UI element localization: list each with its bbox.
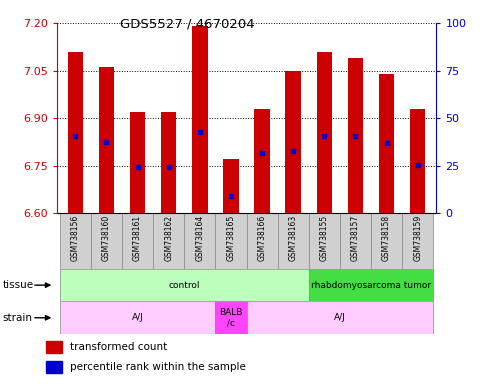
FancyBboxPatch shape	[371, 213, 402, 269]
FancyBboxPatch shape	[215, 213, 246, 269]
Text: GSM738159: GSM738159	[413, 215, 422, 261]
Text: transformed count: transformed count	[70, 342, 167, 352]
Text: control: control	[169, 281, 200, 290]
Bar	[410, 109, 425, 213]
FancyBboxPatch shape	[402, 213, 433, 269]
FancyBboxPatch shape	[246, 301, 433, 334]
FancyBboxPatch shape	[184, 213, 215, 269]
Text: tissue: tissue	[2, 280, 34, 290]
Text: A/J: A/J	[132, 313, 143, 322]
Bar	[379, 74, 394, 213]
Bar	[348, 58, 363, 213]
Text: GDS5527 / 4670204: GDS5527 / 4670204	[120, 17, 255, 30]
Bar	[130, 112, 145, 213]
Bar	[285, 71, 301, 213]
FancyBboxPatch shape	[309, 213, 340, 269]
Text: strain: strain	[2, 313, 33, 323]
Bar	[254, 109, 270, 213]
Text: GSM738161: GSM738161	[133, 215, 142, 261]
Bar	[317, 51, 332, 213]
Text: GSM738162: GSM738162	[164, 215, 173, 261]
Text: GSM738155: GSM738155	[320, 215, 329, 261]
Text: A/J: A/J	[334, 313, 346, 322]
Text: GSM738164: GSM738164	[195, 215, 204, 261]
Text: GSM738165: GSM738165	[226, 215, 236, 261]
Text: BALB
/c: BALB /c	[219, 308, 243, 328]
FancyBboxPatch shape	[278, 213, 309, 269]
Text: GSM738158: GSM738158	[382, 215, 391, 261]
Bar	[99, 68, 114, 213]
FancyBboxPatch shape	[340, 213, 371, 269]
FancyBboxPatch shape	[60, 269, 309, 301]
Text: rhabdomyosarcoma tumor: rhabdomyosarcoma tumor	[311, 281, 431, 290]
FancyBboxPatch shape	[60, 213, 91, 269]
Bar	[192, 26, 208, 213]
Text: GSM738157: GSM738157	[351, 215, 360, 261]
Bar	[68, 51, 83, 213]
Bar	[223, 159, 239, 213]
Bar	[46, 341, 62, 353]
Text: GSM738166: GSM738166	[257, 215, 267, 261]
Text: percentile rank within the sample: percentile rank within the sample	[70, 362, 246, 372]
FancyBboxPatch shape	[122, 213, 153, 269]
FancyBboxPatch shape	[309, 269, 433, 301]
FancyBboxPatch shape	[153, 213, 184, 269]
FancyBboxPatch shape	[91, 213, 122, 269]
Text: GSM738156: GSM738156	[71, 215, 80, 261]
Text: GSM738163: GSM738163	[289, 215, 298, 261]
Bar	[161, 112, 176, 213]
FancyBboxPatch shape	[246, 213, 278, 269]
FancyBboxPatch shape	[215, 301, 246, 334]
Bar	[46, 361, 62, 373]
Text: GSM738160: GSM738160	[102, 215, 111, 261]
FancyBboxPatch shape	[60, 301, 215, 334]
